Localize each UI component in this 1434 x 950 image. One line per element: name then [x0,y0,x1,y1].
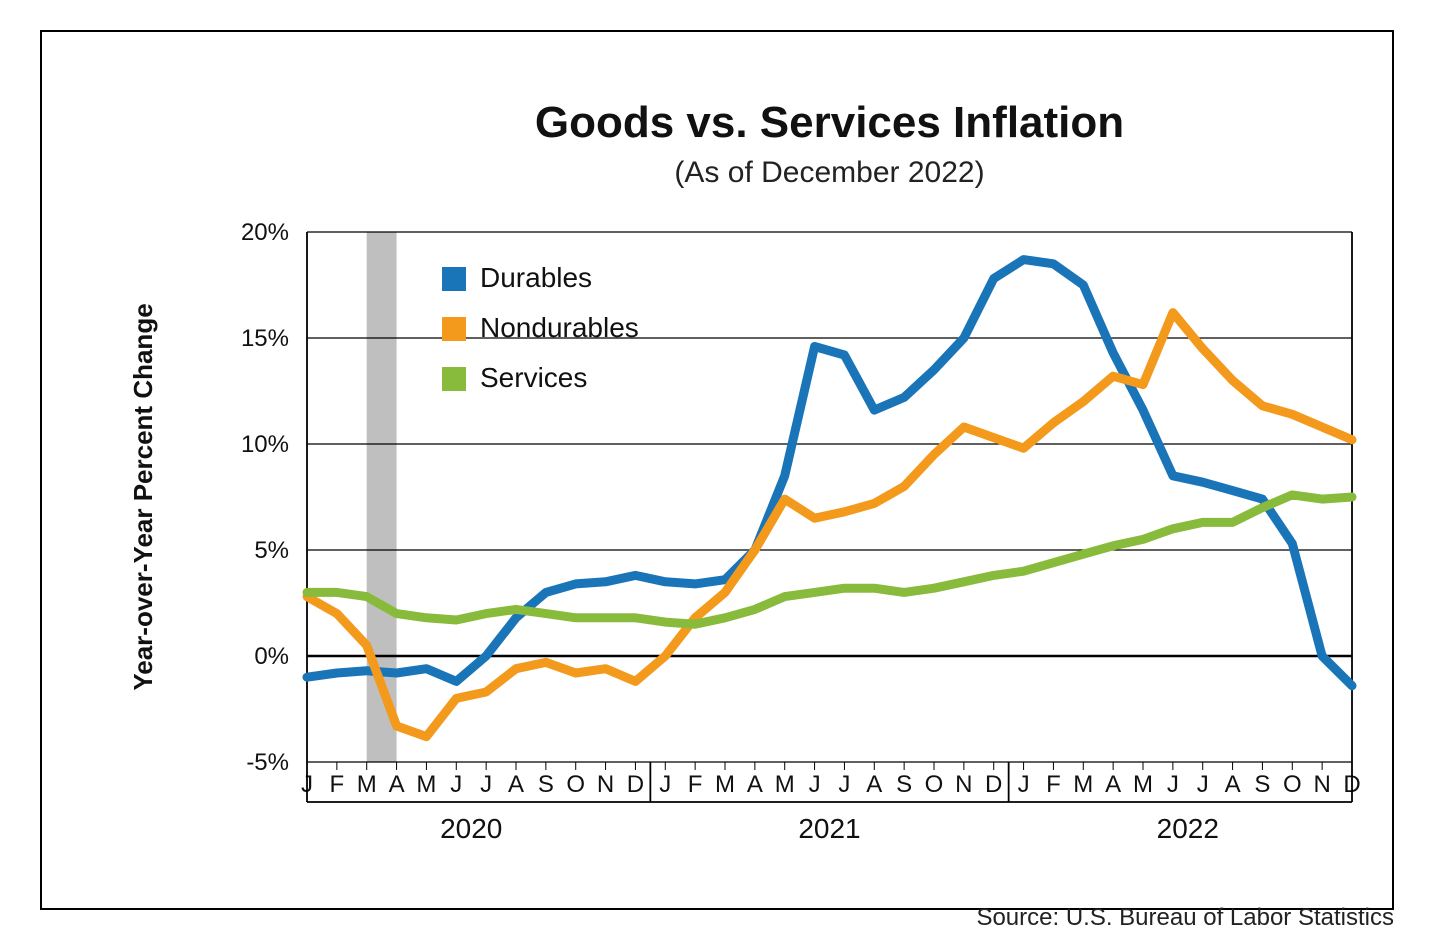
month-label: M [416,771,436,798]
month-label: O [1283,771,1302,798]
month-label: A [747,771,763,798]
legend-label: Nondurables [480,312,639,343]
month-label: N [955,771,972,798]
month-label: S [896,771,912,798]
month-label: A [389,771,405,798]
month-label: M [1073,771,1093,798]
y-tick-label: -5% [246,749,289,776]
month-label: O [566,771,585,798]
chart-subtitle: (As of December 2022) [674,156,984,189]
month-label: J [838,771,850,798]
month-label: O [925,771,944,798]
year-label: 2020 [440,813,502,844]
month-label: J [450,771,462,798]
month-label: M [357,771,377,798]
chart-frame: Goods vs. Services Inflation (As of Decem… [40,30,1394,910]
month-label: A [866,771,882,798]
month-label: J [1167,771,1179,798]
inflation-line-chart: Goods vs. Services Inflation (As of Decem… [42,32,1392,908]
month-label: J [1018,771,1030,798]
legend-label: Durables [480,262,592,293]
month-label: M [775,771,795,798]
legend-swatch [442,367,466,391]
legend-swatch [442,267,466,291]
y-tick-label: 0% [254,643,289,670]
year-label: 2021 [798,813,860,844]
month-label: M [1133,771,1153,798]
chart-title: Goods vs. Services Inflation [535,98,1124,147]
month-label: F [688,771,703,798]
month-label: S [538,771,554,798]
month-label: A [1225,771,1241,798]
month-label: M [715,771,735,798]
month-label: J [659,771,671,798]
year-label: 2022 [1157,813,1219,844]
source-attribution: Source: U.S. Bureau of Labor Statistics [976,904,1394,932]
y-axis-title: Year-over-Year Percent Change [128,303,158,690]
month-label: A [508,771,524,798]
month-label: A [1105,771,1121,798]
y-tick-label: 10% [241,431,289,458]
y-tick-label: 5% [254,537,289,564]
month-label: D [627,771,644,798]
legend-label: Services [480,362,587,393]
month-label: F [330,771,345,798]
y-tick-label: 15% [241,325,289,352]
chart-container: Goods vs. Services Inflation (As of Decem… [0,0,1434,950]
month-label: S [1254,771,1270,798]
month-label: J [480,771,492,798]
y-tick-label: 20% [241,219,289,246]
month-label: J [809,771,821,798]
month-label: F [1046,771,1061,798]
month-label: N [597,771,614,798]
month-label: D [985,771,1002,798]
legend-swatch [442,317,466,341]
month-label: N [1313,771,1330,798]
month-label: J [1197,771,1209,798]
